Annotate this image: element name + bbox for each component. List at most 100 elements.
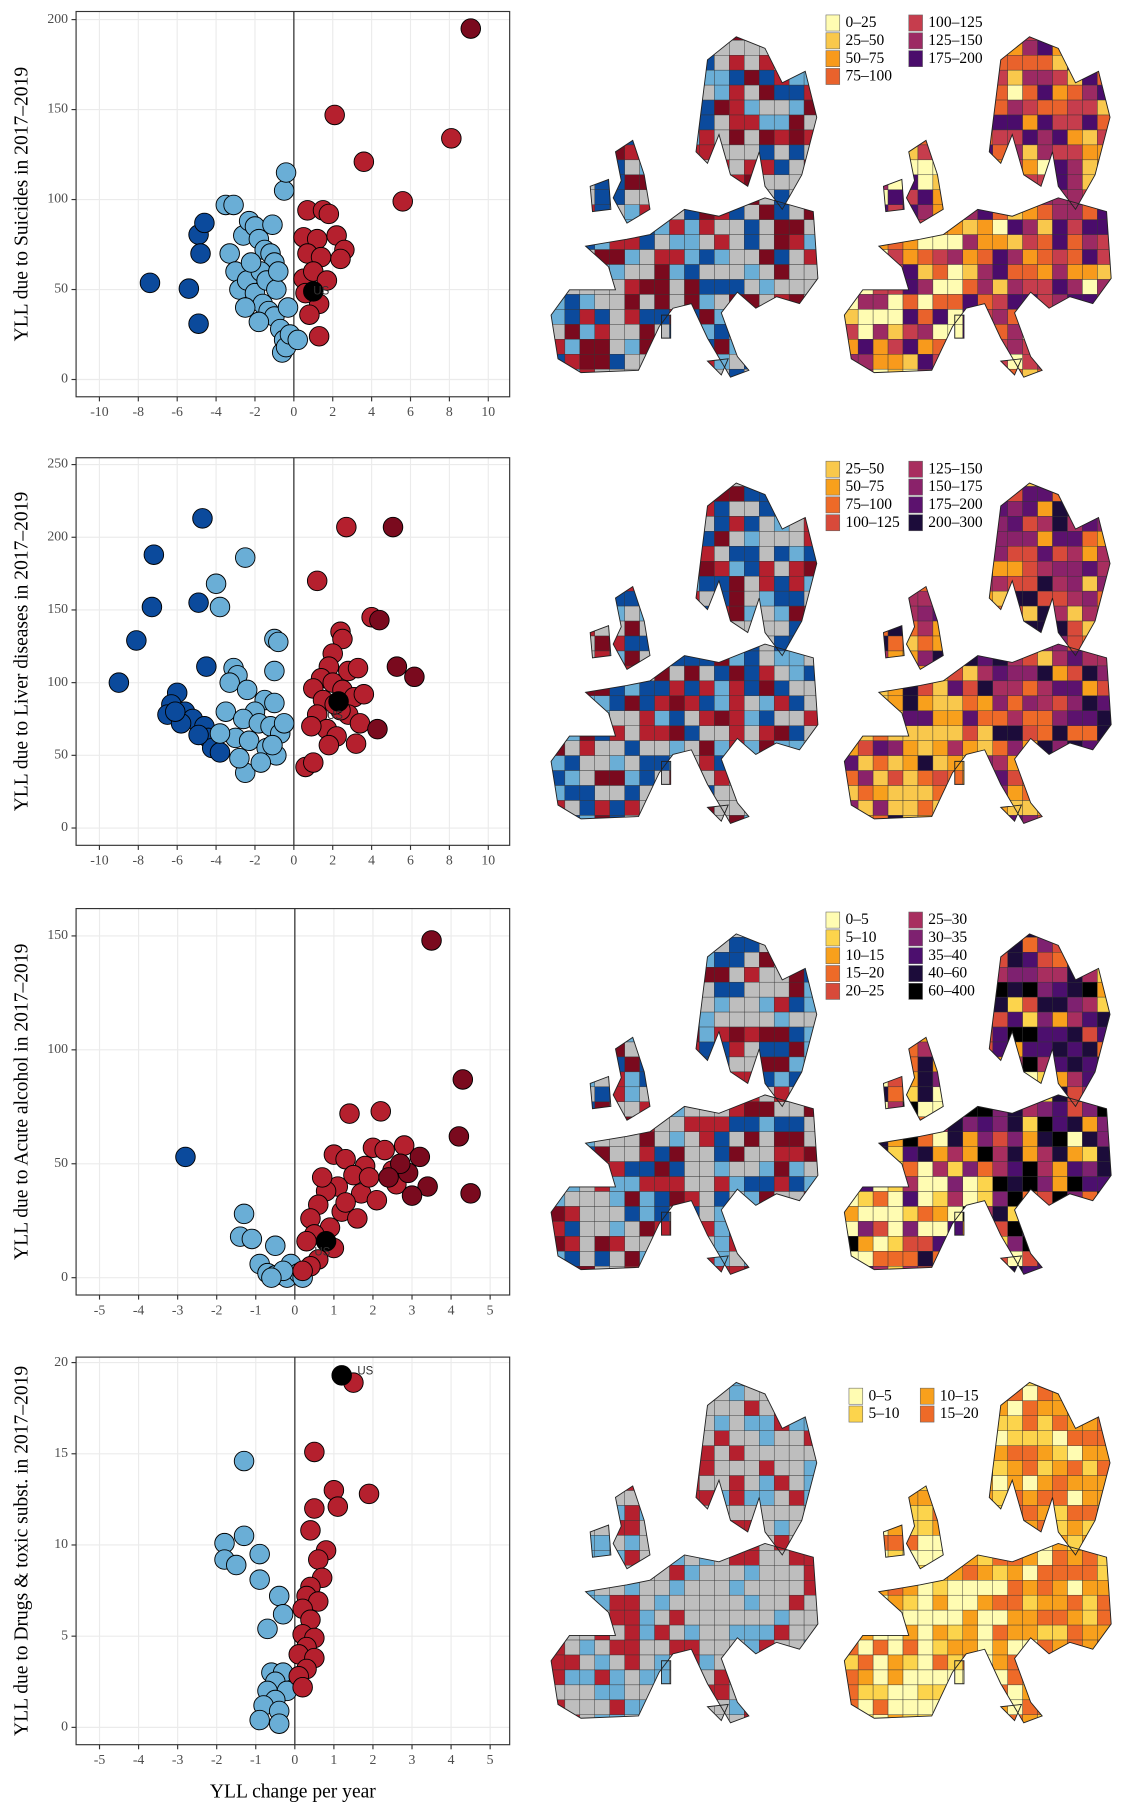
map-region — [625, 982, 640, 997]
map-region — [595, 922, 610, 937]
map-region — [744, 501, 759, 516]
map-region — [1023, 982, 1038, 997]
map-region — [580, 666, 595, 681]
map-region — [595, 85, 610, 100]
map-region — [1112, 576, 1124, 591]
map-region — [843, 130, 858, 145]
map-region — [759, 1087, 774, 1102]
map-region — [789, 1401, 804, 1416]
map-region — [918, 1042, 933, 1057]
map-region — [978, 741, 993, 756]
map-region — [1023, 1206, 1038, 1221]
map-region — [948, 1042, 963, 1057]
map-region — [655, 1491, 670, 1506]
map-region — [789, 696, 804, 711]
map-region — [948, 1266, 963, 1281]
map-region — [729, 1117, 744, 1132]
map-region — [535, 1087, 550, 1102]
map-region — [1082, 1655, 1097, 1670]
map-region — [1097, 339, 1112, 354]
map-region — [655, 40, 670, 55]
map-region — [699, 265, 714, 280]
map-region — [1023, 1610, 1038, 1625]
map-region — [933, 1670, 948, 1685]
map-region — [699, 621, 714, 636]
map-region — [670, 190, 685, 205]
point — [340, 1104, 360, 1124]
map-region — [843, 1595, 858, 1610]
map-region — [535, 205, 550, 220]
map-region — [1023, 1535, 1038, 1550]
map-region — [948, 1550, 963, 1565]
map-region — [655, 486, 670, 501]
legend-swatch — [909, 497, 923, 513]
map-region — [625, 205, 640, 220]
map-region — [828, 1670, 843, 1685]
point — [269, 1714, 289, 1734]
map-region — [948, 175, 963, 190]
map-region — [580, 1266, 595, 1281]
map-region — [933, 1446, 948, 1461]
map-region — [1067, 681, 1082, 696]
map-region — [819, 1640, 834, 1655]
map-region — [918, 1715, 933, 1730]
map-region — [1023, 145, 1038, 160]
map-region — [595, 997, 610, 1012]
map-region — [774, 546, 789, 561]
map-region — [789, 1236, 804, 1251]
map-region — [1082, 235, 1097, 250]
map-region — [1053, 636, 1068, 651]
map-region — [714, 1446, 729, 1461]
map-region — [1023, 591, 1038, 606]
map-region — [699, 1655, 714, 1670]
map-region — [978, 190, 993, 205]
map-region — [978, 160, 993, 175]
map-region — [1112, 666, 1124, 681]
map-region — [744, 922, 759, 937]
map-region — [993, 1655, 1008, 1670]
map-region — [714, 696, 729, 711]
map-region — [625, 25, 640, 40]
map-region — [1082, 190, 1097, 205]
map-region — [550, 606, 565, 621]
map-region — [550, 771, 565, 786]
map-region — [993, 1012, 1008, 1027]
map-region — [640, 800, 655, 815]
map-region — [1053, 100, 1068, 115]
map-region — [804, 1700, 819, 1715]
map-region — [610, 354, 625, 369]
map-region — [550, 265, 565, 280]
map-region — [1082, 531, 1097, 546]
map-region — [1023, 1670, 1038, 1685]
legend-label: 10–15 — [845, 947, 884, 964]
map-region — [918, 1102, 933, 1117]
map-region — [625, 130, 640, 145]
map-region — [993, 666, 1008, 681]
point — [239, 731, 259, 751]
y-tick-label: 100 — [47, 1041, 68, 1056]
map-region — [978, 115, 993, 130]
point — [367, 1190, 387, 1210]
map-region — [655, 1072, 670, 1087]
map-region — [1023, 1386, 1038, 1401]
map-region — [789, 1595, 804, 1610]
map-region — [640, 1162, 655, 1177]
map-region — [670, 235, 685, 250]
map-region — [828, 1565, 843, 1580]
map-region — [714, 190, 729, 205]
map-region — [789, 160, 804, 175]
legend-swatch — [920, 1388, 934, 1404]
map-region — [903, 1386, 918, 1401]
map-region — [595, 1191, 610, 1206]
map-region — [1053, 220, 1068, 235]
map-region — [819, 1117, 834, 1132]
map-region — [580, 100, 595, 115]
map-region — [550, 1087, 565, 1102]
x-tick-label: -5 — [94, 1752, 106, 1767]
map-region — [580, 309, 595, 324]
map-region — [888, 997, 903, 1012]
map-region — [655, 1371, 670, 1386]
map-region — [1082, 516, 1097, 531]
map-region — [1097, 997, 1112, 1012]
map-region — [963, 1595, 978, 1610]
